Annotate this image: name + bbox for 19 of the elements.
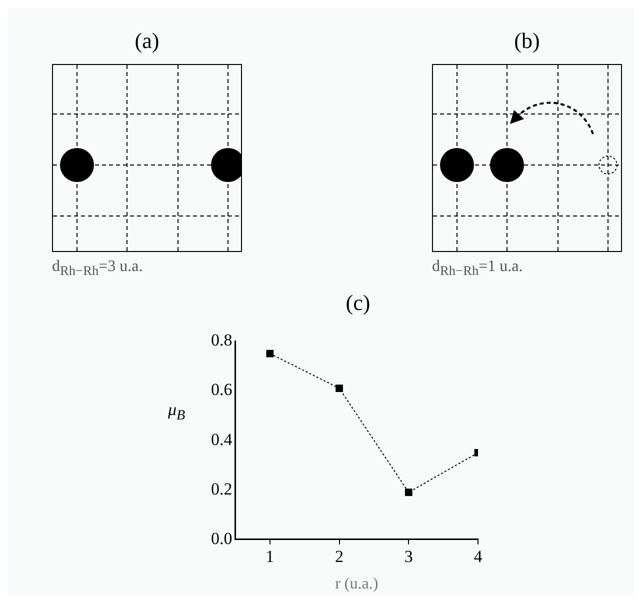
x-tick-label: 3	[404, 547, 413, 566]
x-tick-label: 4	[474, 547, 483, 566]
y-tick-label: 0.4	[211, 430, 233, 449]
text: (a)	[134, 28, 160, 54]
text: d$_{Rh−Rh}$=1 u.a.	[432, 258, 523, 280]
point	[404, 488, 412, 496]
text: d$_{Rh−Rh}$=3 u.a.	[52, 258, 143, 280]
x-tick-label: 2	[335, 547, 344, 566]
y-axis-title: μ$_{B}$	[168, 400, 186, 424]
point	[336, 384, 343, 392]
y-tick-label: 0.0	[211, 528, 232, 548]
y-tick-label: 0.6	[211, 380, 232, 400]
x-tick-label: 1	[266, 547, 274, 566]
y-tick-label: 0.2	[211, 479, 232, 498]
point	[266, 350, 274, 358]
x-axis-title: r (u.a.)	[335, 576, 378, 593]
chart-title: (c)	[344, 290, 372, 316]
y-tick-label: 0.8	[211, 330, 232, 350]
text: (b)	[513, 28, 541, 54]
